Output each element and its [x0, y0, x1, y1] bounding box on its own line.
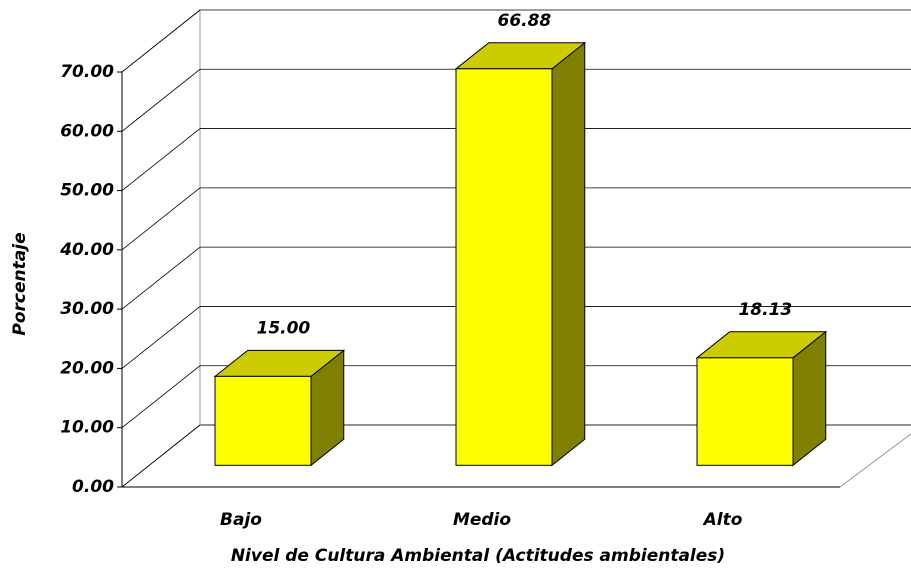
y-tick-label: 70.00 — [60, 62, 114, 82]
y-axis-title: Porcentaje — [10, 232, 30, 335]
bar — [214, 375, 312, 466]
bar — [696, 357, 794, 466]
grid-line — [121, 187, 201, 251]
x-tick-label: Alto — [702, 510, 743, 530]
bar — [455, 68, 553, 466]
grid-line — [121, 68, 201, 132]
grid-line — [121, 246, 201, 310]
grid-line — [121, 128, 201, 191]
grid-line — [121, 9, 201, 73]
grid-line — [121, 365, 201, 429]
y-tick-label: 50.00 — [60, 181, 114, 201]
value-label: 66.88 — [497, 11, 551, 31]
grid-line — [121, 306, 201, 369]
x-tick-label: Bajo — [220, 510, 262, 530]
value-label: 15.00 — [256, 318, 310, 338]
y-tick-label: 30.00 — [60, 299, 114, 319]
x-tick-label: Medio — [453, 510, 511, 530]
grid-line — [121, 424, 201, 488]
value-label: 18.13 — [738, 300, 792, 320]
y-tick-label: 60.00 — [60, 121, 114, 141]
y-tick-label: 10.00 — [60, 418, 114, 438]
y-tick-label: 0.00 — [72, 477, 114, 497]
y-tick-label: 20.00 — [60, 358, 114, 378]
x-axis-title: Nivel de Cultura Ambiental (Actitudes am… — [231, 546, 725, 566]
y-tick-label: 40.00 — [59, 240, 114, 260]
bar-side — [551, 41, 586, 467]
